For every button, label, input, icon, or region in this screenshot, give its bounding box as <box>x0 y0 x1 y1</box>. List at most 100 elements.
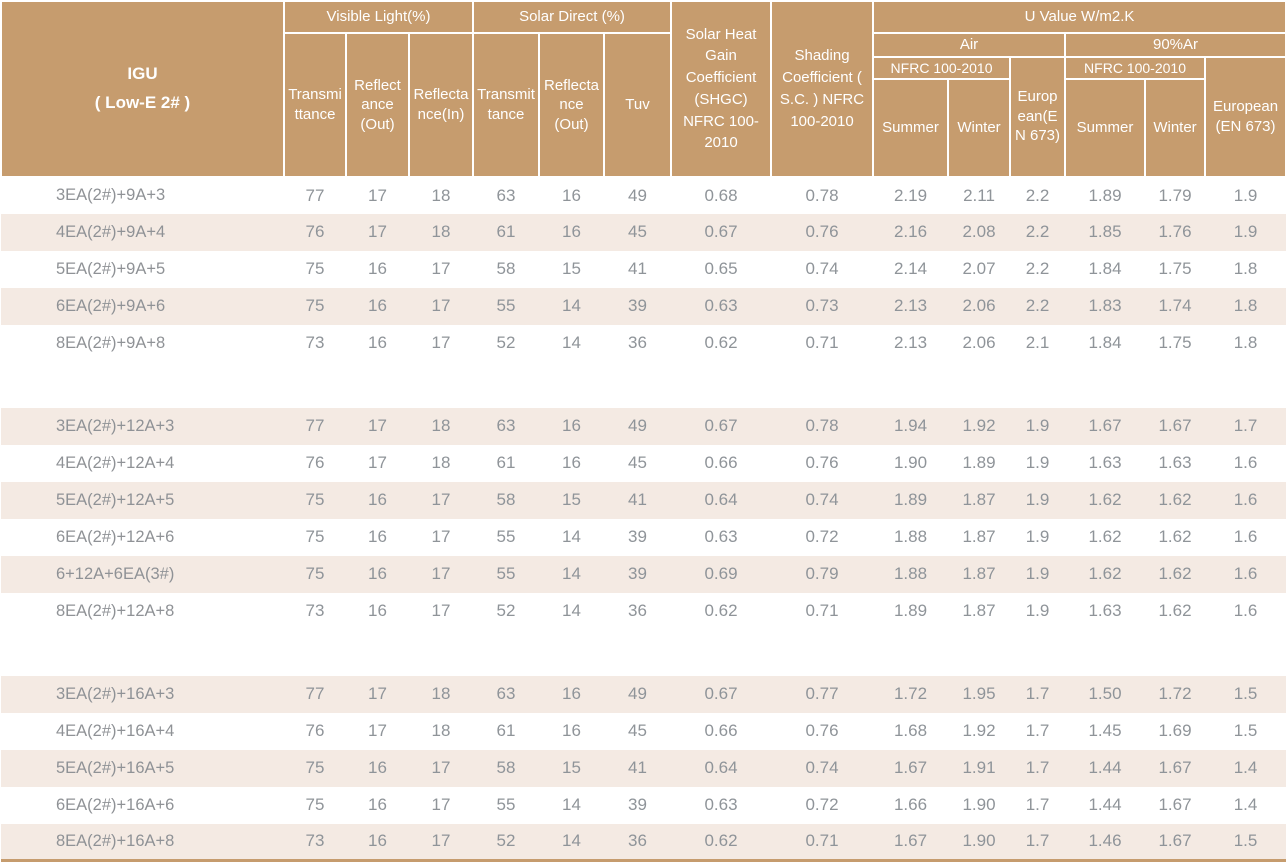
data-cell: 55 <box>496 795 516 815</box>
col-header-nfrc-air: NFRC 100-2010 <box>872 55 1012 80</box>
data-cell: 52 <box>496 333 516 353</box>
data-cell: 17 <box>368 453 387 473</box>
data-cell: 2.06 <box>962 296 996 316</box>
data-cell: 0.72 <box>805 527 839 547</box>
data-cell: 1.62 <box>1088 527 1122 547</box>
table-row: 6EA(2#)+9A+6 75 16 17 55 14 39 0.63 0.73 2.13 2.06… <box>1 287 1286 325</box>
data-cell: 1.90 <box>893 453 928 473</box>
header-row-gas: Transmittance Reflectance (Out) Reflecta… <box>1 32 1286 178</box>
data-cell: 17 <box>431 333 451 353</box>
table-body: 3EA(2#)+9A+3 77 17 18 63 16 49 0.68 0.78 2.19 2.11… <box>1 176 1286 861</box>
data-cell: 0.69 <box>704 564 738 584</box>
data-cell: 1.72 <box>1158 684 1192 704</box>
data-cell: 73 <box>305 601 325 621</box>
data-cell: 36 <box>628 601 647 621</box>
table-row: 8EA(2#)+16A+8 73 16 17 52 14 36 0.62 0.71 1.67 1.9… <box>1 823 1286 861</box>
data-cell: 2.16 <box>893 222 928 242</box>
col-header-solar-direct: Solar Direct (%) <box>472 0 673 34</box>
table-row: 8EA(2#)+9A+8 73 16 17 52 14 36 0.62 0.71 2.13 2.06… <box>1 324 1286 362</box>
col-header-air-summer: Summer <box>872 77 950 178</box>
data-cell: 1.8 <box>1233 333 1258 353</box>
data-cell: 77 <box>305 185 325 205</box>
data-cell: 16 <box>368 296 387 316</box>
data-cell: 1.62 <box>1088 490 1122 510</box>
data-cell: 1.8 <box>1233 296 1258 316</box>
col-header-air-winter: Winter <box>947 77 1012 178</box>
col-header-sd-reflectance-out: Reflectance (Out) <box>538 32 606 178</box>
data-cell: 75 <box>305 758 325 778</box>
igu-header-cell: IGU ( Low-E 2# ) <box>0 0 285 178</box>
data-cell: 18 <box>431 185 451 205</box>
data-cell: 1.44 <box>1088 758 1122 778</box>
table-row: 6+12A+6EA(3#) 75 16 17 55 14 39 0.69 0.79 1.88 1.8… <box>1 555 1286 593</box>
data-cell: 1.67 <box>1158 795 1192 815</box>
data-cell: 14 <box>562 333 581 353</box>
data-cell: 58 <box>496 490 516 510</box>
data-cell: 0.78 <box>805 185 839 205</box>
data-cell: 0.77 <box>805 684 839 704</box>
data-cell: 0.65 <box>704 259 738 279</box>
data-cell: 52 <box>496 831 516 851</box>
col-header-vl-transmittance: Transmittance <box>283 32 347 178</box>
data-cell: 61 <box>496 453 516 473</box>
data-cell: 1.85 <box>1088 222 1122 242</box>
data-cell: 2.13 <box>893 333 928 353</box>
data-cell: 0.76 <box>805 222 839 242</box>
data-cell: 0.67 <box>704 416 738 436</box>
col-header-ar-summer: Summer <box>1064 77 1147 178</box>
igu-subtitle: ( Low-E 2# ) <box>94 92 191 112</box>
data-cell: 16 <box>562 222 581 242</box>
data-cell: 75 <box>305 527 325 547</box>
row-label: 4EA(2#)+9A+4 <box>56 222 166 241</box>
data-cell: 18 <box>431 684 451 704</box>
data-cell: 36 <box>628 831 647 851</box>
data-cell: 16 <box>368 259 387 279</box>
data-cell: 0.71 <box>805 333 839 353</box>
data-cell: 0.79 <box>805 564 839 584</box>
data-cell: 63 <box>496 185 516 205</box>
data-cell: 1.9 <box>1025 527 1050 547</box>
data-cell: 45 <box>628 453 647 473</box>
row-label: 8EA(2#)+9A+8 <box>56 333 166 352</box>
data-cell: 52 <box>496 601 516 621</box>
data-cell: 1.44 <box>1088 795 1122 815</box>
data-cell: 1.62 <box>1158 490 1192 510</box>
data-cell: 77 <box>305 684 325 704</box>
data-cell: 49 <box>628 684 647 704</box>
data-cell: 17 <box>431 831 451 851</box>
data-cell: 61 <box>496 222 516 242</box>
col-header-ar-winter: Winter <box>1144 77 1207 178</box>
data-cell: 1.88 <box>893 564 928 584</box>
data-cell: 0.76 <box>805 721 839 741</box>
data-cell: 15 <box>562 259 581 279</box>
data-cell: 2.06 <box>962 333 996 353</box>
data-cell: 63 <box>496 684 516 704</box>
data-cell: 16 <box>368 490 387 510</box>
data-cell: 0.73 <box>805 296 839 316</box>
data-cell: 16 <box>368 527 387 547</box>
header-row-nfrc: NFRC 100-2010 European(EN 673) NFRC 100-… <box>1 55 1286 178</box>
data-cell: 58 <box>496 758 516 778</box>
data-cell: 1.74 <box>1158 296 1192 316</box>
data-cell: 15 <box>562 758 581 778</box>
data-cell: 2.2 <box>1025 259 1050 279</box>
data-cell: 58 <box>496 259 516 279</box>
col-header-u-value: U Value W/m2.K <box>872 0 1286 34</box>
data-cell: 1.5 <box>1233 831 1258 851</box>
data-cell: 0.63 <box>704 795 738 815</box>
data-cell: 1.5 <box>1233 684 1258 704</box>
table-row: 4EA(2#)+9A+4 76 17 18 61 16 45 0.67 0.76 2.16 2.08… <box>1 213 1286 251</box>
data-cell: 75 <box>305 490 325 510</box>
data-cell: 75 <box>305 259 325 279</box>
table-row: 3EA(2#)+16A+3 77 17 18 63 16 49 0.67 0.77 1.72 1.9… <box>1 675 1286 713</box>
data-cell: 61 <box>496 721 516 741</box>
data-cell: 14 <box>562 795 581 815</box>
data-cell: 1.62 <box>1088 564 1122 584</box>
table-row: 4EA(2#)+12A+4 76 17 18 61 16 45 0.66 0.76 1.90 1.8… <box>1 444 1286 482</box>
data-cell: 16 <box>368 333 387 353</box>
data-cell: 73 <box>305 831 325 851</box>
data-cell: 41 <box>628 490 647 510</box>
row-label: 3EA(2#)+12A+3 <box>56 416 175 435</box>
row-label: 6+12A+6EA(3#) <box>56 564 175 583</box>
data-cell: 1.91 <box>962 758 996 778</box>
